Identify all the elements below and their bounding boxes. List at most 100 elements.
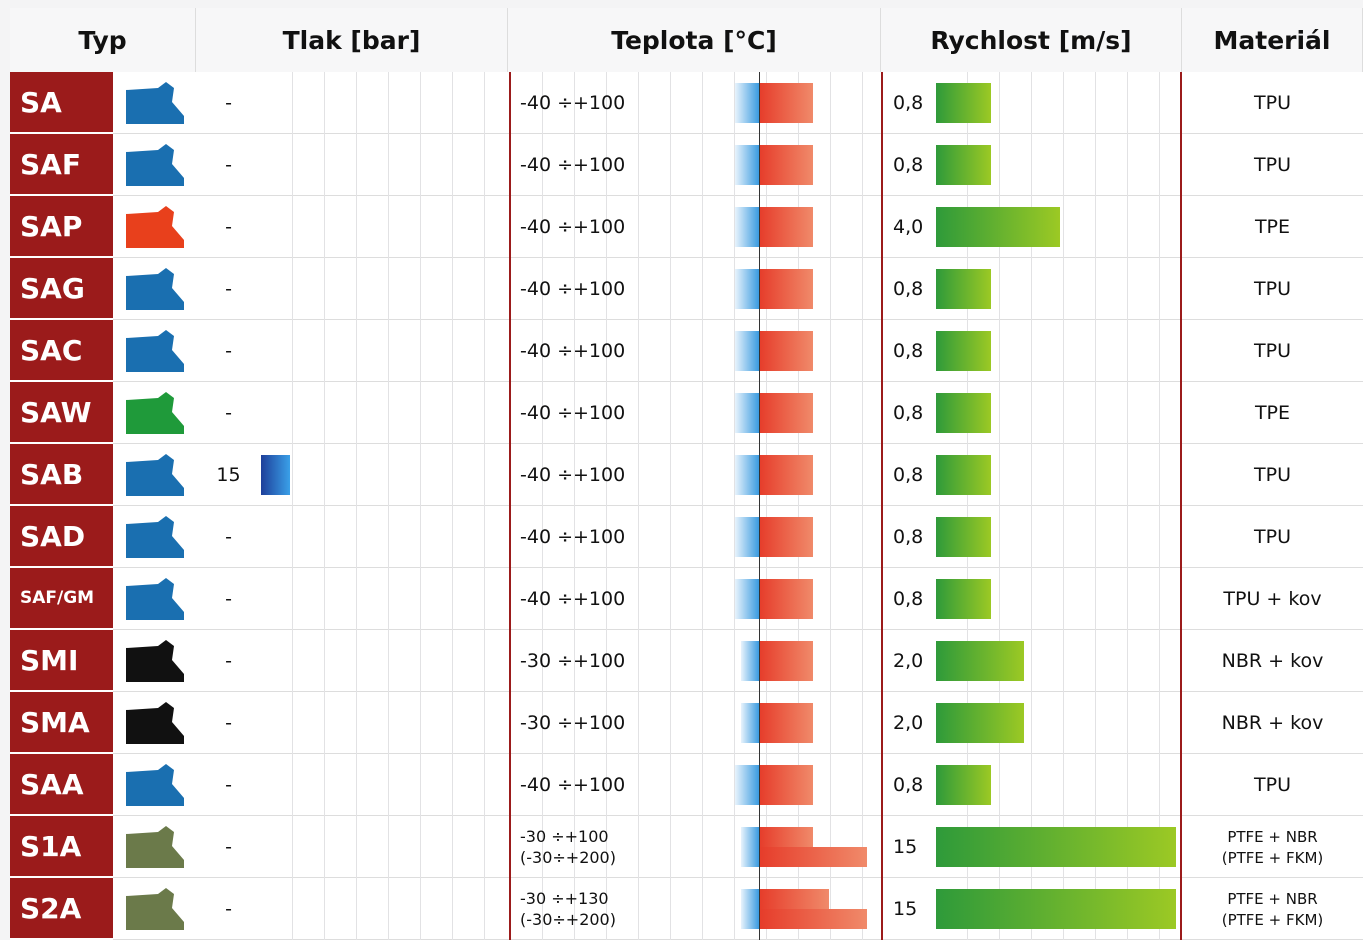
pressure-value: -	[225, 712, 232, 734]
type-label: SAA	[10, 754, 113, 816]
seal-icon	[113, 320, 196, 382]
col-border	[881, 692, 883, 754]
speed-area	[936, 816, 1182, 878]
temperature-max-bar	[759, 909, 867, 929]
type-label: SAB	[10, 444, 113, 506]
speed-area	[936, 630, 1182, 692]
material-text: TPU	[1254, 154, 1291, 176]
zero-line	[759, 382, 760, 444]
temperature-min-bar	[741, 703, 759, 743]
material-text: TPU	[1254, 464, 1291, 486]
type-label: S2A	[10, 878, 113, 940]
pressure-value: -	[225, 154, 232, 176]
temperature-text: -40 ÷+100	[520, 464, 626, 486]
pressure-area	[261, 630, 508, 692]
pressure-value: -	[225, 650, 232, 672]
temperature-text: -40 ÷+100	[520, 588, 626, 610]
seal-icon	[113, 754, 196, 816]
temperature-min-bar	[735, 517, 759, 557]
col-border	[881, 754, 883, 816]
temperature-max-bar	[759, 765, 813, 805]
seal-icon	[113, 878, 196, 940]
speed-bar	[936, 331, 992, 371]
temperature-min-bar	[735, 83, 759, 123]
column-header: Materiál	[1182, 8, 1363, 72]
temperature-min-bar	[741, 827, 759, 847]
pressure-value: -	[225, 278, 232, 300]
zero-line	[759, 258, 760, 320]
pressure-value: -	[225, 526, 232, 548]
temperature-max-bar	[759, 703, 813, 743]
speed-value: 0,8	[893, 588, 924, 610]
pressure-area	[261, 134, 508, 196]
temperature-min-bar	[735, 393, 759, 433]
pressure-area	[261, 816, 508, 878]
seal-profile	[125, 268, 184, 310]
temperature-min-bar	[741, 641, 759, 681]
col-border	[881, 568, 883, 630]
speed-value: 15	[893, 836, 918, 858]
speed-area	[936, 568, 1182, 630]
seal-icon	[113, 506, 196, 568]
temperature-min-bar	[735, 269, 759, 309]
speed-bar	[936, 703, 1024, 743]
seal-profile	[125, 764, 184, 806]
seal-profile	[125, 702, 184, 744]
pressure-area	[261, 320, 508, 382]
speed-bar	[936, 393, 992, 433]
col-border	[881, 816, 883, 878]
speed-value: 2,0	[893, 712, 924, 734]
speed-area	[936, 692, 1182, 754]
temperature-text: -30 ÷+100	[520, 650, 626, 672]
temperature-area	[509, 754, 881, 816]
material-text: TPU	[1254, 340, 1291, 362]
type-label: SAC	[10, 320, 113, 382]
material-text: TPU	[1254, 278, 1291, 300]
seal-icon	[113, 258, 196, 320]
pressure-value: -	[225, 402, 232, 424]
col-border	[881, 506, 883, 568]
temperature-max-bar	[759, 641, 813, 681]
zero-line	[759, 754, 760, 816]
seal-icon	[113, 382, 196, 444]
material-text: TPU	[1254, 92, 1291, 114]
zero-line	[759, 816, 760, 878]
seal-icon	[113, 72, 196, 134]
pressure-area	[261, 506, 508, 568]
pressure-area	[261, 258, 508, 320]
zero-line	[759, 878, 760, 940]
type-label: SAG	[10, 258, 113, 320]
seal-icon	[113, 630, 196, 692]
pressure-area	[261, 444, 508, 506]
temperature-min-bar	[735, 145, 759, 185]
temperature-text: -40 ÷+100	[520, 278, 626, 300]
temperature-area	[509, 506, 881, 568]
seal-profile	[125, 640, 184, 682]
temperature-max-bar	[759, 269, 813, 309]
type-label: SAF	[10, 134, 113, 196]
speed-area	[936, 320, 1182, 382]
temperature-text: -40 ÷+100	[520, 216, 626, 238]
speed-value: 0,8	[893, 402, 924, 424]
material-text: NBR + kov	[1221, 650, 1324, 672]
temperature-max-bar	[759, 331, 813, 371]
seal-profile	[125, 206, 184, 248]
temperature-min-bar	[735, 207, 759, 247]
temperature-max-bar	[759, 455, 813, 495]
material-text: (PTFE + FKM)	[1221, 848, 1324, 867]
temperature-min-bar	[735, 765, 759, 805]
temperature-min-bar	[735, 331, 759, 371]
temperature-max-bar	[759, 145, 813, 185]
seal-icon	[113, 692, 196, 754]
zero-line	[759, 692, 760, 754]
type-label: SAF/GM	[10, 568, 113, 630]
type-label: SAP	[10, 196, 113, 258]
pressure-value: -	[225, 216, 232, 238]
zero-line	[759, 568, 760, 630]
type-label: SMI	[10, 630, 113, 692]
pressure-area	[261, 878, 508, 940]
speed-bar	[936, 269, 992, 309]
col-border	[881, 72, 883, 134]
temperature-min-bar	[735, 579, 759, 619]
column-header: Teplota [°C]	[508, 8, 881, 72]
